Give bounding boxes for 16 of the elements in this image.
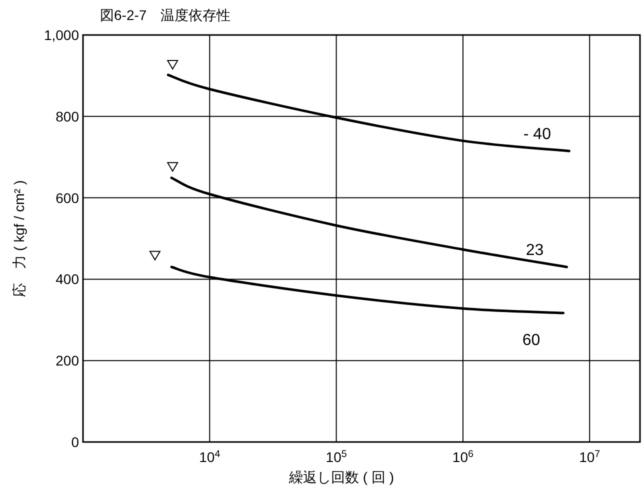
y-tick-label: 200: [56, 352, 80, 369]
y-tick-label: 400: [56, 271, 80, 288]
y-axis-title: 応 力 ( kgf / cm² ): [11, 180, 27, 297]
y-tick-label: 0: [71, 434, 80, 450]
y-tick-label: 1,000: [44, 27, 80, 43]
series-label: - 40: [523, 126, 552, 143]
series-label: 23: [526, 242, 544, 259]
x-tick-label: 10$^{4}$: [199, 448, 221, 465]
chart-title: 図6-2-7 温度依存性: [100, 7, 231, 23]
x-tick-label: 10$^{5}$: [326, 448, 348, 465]
series-label: 60: [522, 332, 540, 349]
y-tick-label: 600: [56, 190, 80, 206]
x-tick-label: 10$^{7}$: [579, 448, 600, 465]
x-tick-label: 10$^{6}$: [452, 448, 474, 465]
y-tick-label: 800: [56, 108, 80, 124]
x-axis-title: 繰返し回数 ( 回 ): [288, 469, 394, 485]
